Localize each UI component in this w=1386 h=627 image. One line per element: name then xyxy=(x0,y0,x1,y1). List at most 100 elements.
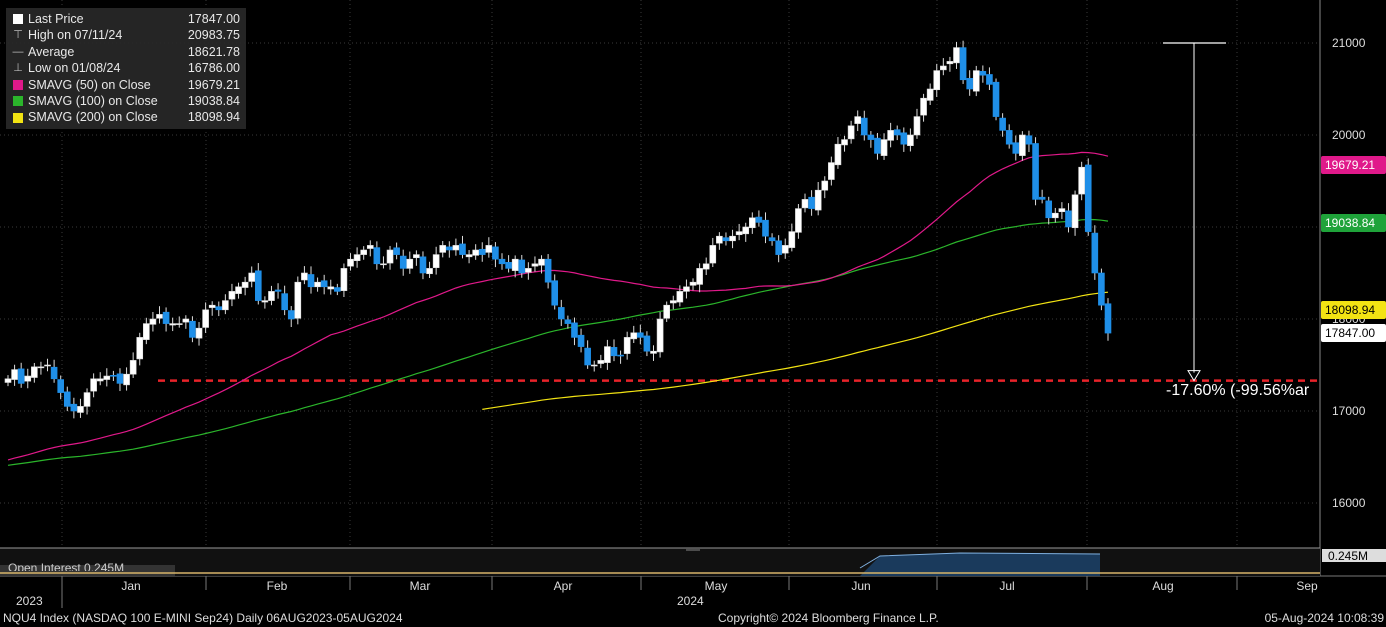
sma-100-line xyxy=(7,218,1109,466)
candle-body xyxy=(452,245,460,251)
legend-row: ⊥ Low on 01/08/24 16786.00 xyxy=(12,60,240,76)
price-tag: 19038.84 xyxy=(1321,214,1386,233)
candle-body xyxy=(762,219,769,237)
candle-body xyxy=(564,319,572,324)
candle-body xyxy=(63,391,71,407)
candle-body xyxy=(1025,135,1033,145)
candle-body xyxy=(399,255,407,269)
candle-body xyxy=(1091,232,1099,274)
candle-body xyxy=(360,249,367,255)
measure-arrow xyxy=(1163,42,1226,382)
month-label: Jan xyxy=(121,579,140,593)
footer-copyright: Copyright© 2024 Bloomberg Finance L.P. xyxy=(718,611,939,625)
candle-body xyxy=(347,258,354,267)
candle-body xyxy=(498,258,506,265)
footer-ticker: NQU4 Index (NASDAQ 100 E-MINI Sep24) Dai… xyxy=(3,611,403,625)
high-marker-icon: ⊤ xyxy=(13,29,23,42)
candle-body xyxy=(261,300,269,303)
legend-value: 19038.84 xyxy=(187,94,240,109)
candle-body xyxy=(1052,212,1059,219)
candle-body xyxy=(446,246,453,251)
candle-body xyxy=(1019,134,1026,156)
candle-body xyxy=(795,208,802,233)
candle-body xyxy=(604,346,611,363)
candle-body xyxy=(314,281,321,288)
candle-body xyxy=(874,137,881,154)
candle-body xyxy=(518,259,526,274)
candle-body xyxy=(413,254,420,259)
candle-body xyxy=(828,162,835,180)
candle-body xyxy=(31,366,38,378)
candle-body xyxy=(50,366,58,380)
candle-body xyxy=(83,392,91,407)
candle-body xyxy=(808,196,815,209)
candle-body xyxy=(287,310,295,320)
candle-body xyxy=(432,254,440,268)
candle-body xyxy=(972,70,980,92)
candle-body xyxy=(281,293,288,311)
oi-label-bg xyxy=(0,565,175,576)
candle-body xyxy=(709,245,717,264)
candle-body xyxy=(307,274,315,288)
candle-body xyxy=(129,360,137,375)
candle-body xyxy=(814,189,822,211)
candle-body xyxy=(571,322,578,338)
candle-body xyxy=(485,245,493,253)
candle-body xyxy=(215,306,223,311)
candle-body xyxy=(913,116,921,136)
candle-body xyxy=(597,360,605,364)
legend-label: Low on 01/08/24 xyxy=(28,61,121,76)
price-tag: 17847.00 xyxy=(1321,324,1386,343)
measure-arrowhead xyxy=(1187,370,1201,382)
candle-body xyxy=(834,143,842,166)
legend-label: SMAVG (50) on Close xyxy=(28,77,151,92)
candle-body xyxy=(755,216,763,223)
candle-body xyxy=(749,217,756,229)
month-label: Sep xyxy=(1296,579,1318,593)
candle-body xyxy=(320,280,328,288)
candle-body xyxy=(900,132,908,145)
candle-body xyxy=(933,70,941,91)
candle-body xyxy=(189,320,196,338)
candle-body xyxy=(149,318,157,325)
candle-body xyxy=(801,199,809,209)
candle-body xyxy=(689,281,697,286)
legend-row: — Average 18621.78 xyxy=(12,44,241,60)
price-tag: 18098.94 xyxy=(1321,300,1386,319)
month-label: Jul xyxy=(999,579,1014,593)
candle-body xyxy=(979,71,987,76)
candle-body xyxy=(729,235,736,242)
candle-body xyxy=(986,74,993,85)
legend-value: 17847.00 xyxy=(187,12,240,26)
legend-row: Last Price 17847.00 xyxy=(12,11,240,27)
candle-body xyxy=(637,332,644,338)
candle-body xyxy=(992,81,1000,117)
candle-body xyxy=(90,378,97,392)
legend-value: 19679.21 xyxy=(187,77,240,92)
candle-body xyxy=(775,240,782,255)
candle-body xyxy=(11,369,18,380)
candle-body xyxy=(880,139,888,156)
candle-body xyxy=(373,247,381,265)
candlesticks xyxy=(4,40,1112,419)
candle-body xyxy=(116,373,124,384)
percent-annotation: -17.60% (-99.56%ar xyxy=(1166,382,1310,399)
legend-label: Average xyxy=(28,44,75,59)
avg-marker-icon: — xyxy=(12,45,24,58)
candle-body xyxy=(650,350,657,354)
candle-body xyxy=(77,406,84,413)
candle-body xyxy=(143,323,150,340)
candle-body xyxy=(175,323,183,325)
candle-body xyxy=(887,130,894,141)
candle-body xyxy=(742,226,750,235)
candle-body xyxy=(907,134,914,146)
candle-body xyxy=(4,378,12,383)
candle-body xyxy=(37,366,45,369)
candle-body xyxy=(716,235,723,244)
legend-value: 18621.78 xyxy=(187,44,240,59)
candle-body xyxy=(1078,166,1085,195)
candle-body xyxy=(505,262,512,269)
candle-body xyxy=(821,180,829,191)
candle-body xyxy=(17,368,25,384)
y-tick-label: 17000 xyxy=(1332,404,1366,418)
